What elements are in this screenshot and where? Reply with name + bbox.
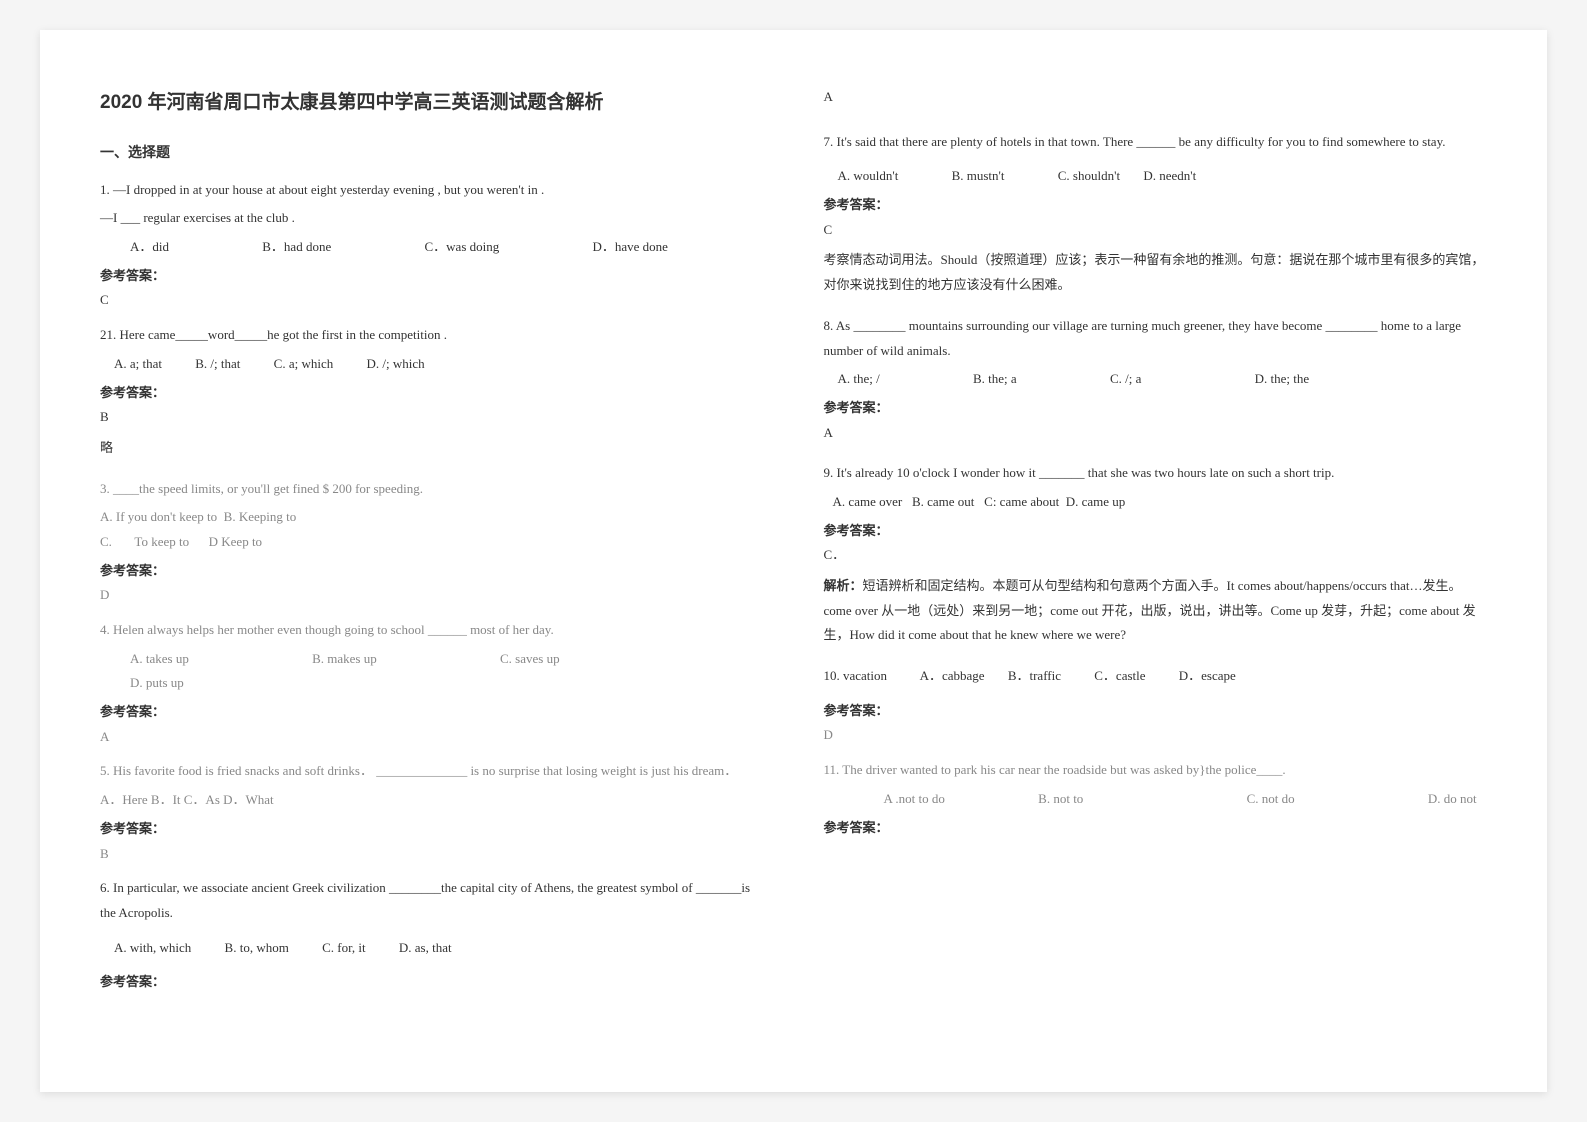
q8-text: 8. As ________ mountains surrounding our…	[824, 314, 1488, 363]
q1-ans: C	[100, 288, 764, 313]
q6-optB: B. to, whom	[225, 936, 289, 961]
q1-options: A．did B．had done C．was doing D．have done	[100, 235, 764, 260]
q4-text: 4. Helen always helps her mother even th…	[100, 618, 764, 643]
q11-optD: D. do not	[1428, 787, 1477, 812]
q7-ans: C	[824, 218, 1488, 243]
q21-optB: B. /; that	[195, 352, 240, 377]
q3-ans: D	[100, 583, 764, 608]
q3-text: 3. ____the speed limits, or you'll get f…	[100, 477, 764, 502]
q4-optC: C. saves up	[500, 647, 560, 672]
q3-ans-label: 参考答案：	[100, 559, 764, 584]
q1-optC: C．was doing	[424, 235, 499, 260]
q8-optB: B. the; a	[973, 367, 1017, 392]
q10-optB: B．traffic	[1008, 668, 1061, 683]
q3-line2: A. If you don't keep to B. Keeping to	[100, 505, 764, 530]
q4-optA: A. takes up	[130, 647, 189, 672]
q8-optD: D. the; the	[1255, 367, 1310, 392]
q21-text: 21. Here came_____word_____he got the fi…	[100, 323, 764, 348]
q21-optC: C. a; which	[274, 352, 334, 377]
question-11: 11. The driver wanted to park his car ne…	[824, 758, 1488, 840]
q9-explain-block: 解析：短语辨析和固定结构。本题可从句型结构和句意两个方面入手。It comes …	[824, 574, 1488, 648]
q4-ans-label: 参考答案：	[100, 700, 764, 725]
q10-optC: C．castle	[1094, 668, 1145, 683]
q11-ans-label: 参考答案：	[824, 816, 1488, 841]
q21-ans-label: 参考答案：	[100, 381, 764, 406]
q4-optD: D. puts up	[130, 671, 184, 696]
q10-ans: D	[824, 723, 1488, 748]
q7-optB: B. mustn't	[952, 164, 1005, 189]
q7-optA: A. wouldn't	[838, 164, 899, 189]
question-10: 10. vacation A．cabbage B．traffic C．castl…	[824, 664, 1488, 748]
q1-ans-label: 参考答案：	[100, 264, 764, 289]
q1-optB: B．had done	[262, 235, 331, 260]
q11-optB: B. not to	[1038, 787, 1083, 812]
q9-opts: A. came over B. came out C: came about D…	[824, 490, 1488, 515]
q8-optC: C. /; a	[1110, 367, 1141, 392]
q21-note: 略	[100, 436, 764, 461]
question-4: 4. Helen always helps her mother even th…	[100, 618, 764, 749]
q4-optB: B. makes up	[312, 647, 377, 672]
q4-options: A. takes up B. makes up C. saves up D. p…	[100, 647, 764, 696]
q7-explain: 考察情态动词用法。Should（按照道理）应该；表示一种留有余地的推测。句意：据…	[824, 248, 1488, 297]
page-wrapper: 2020 年河南省周口市太康县第四中学高三英语测试题含解析 一、选择题 1. —…	[40, 30, 1547, 1092]
q11-optA: A .not to do	[884, 787, 945, 812]
q9-ans-label: 参考答案：	[824, 519, 1488, 544]
question-7: 7. It's said that there are plenty of ho…	[824, 130, 1488, 298]
q6-text: 6. In particular, we associate ancient G…	[100, 876, 764, 925]
q9-explain: 短语辨析和固定结构。本题可从句型结构和句意两个方面入手。It comes abo…	[824, 578, 1476, 642]
q9-text: 9. It's already 10 o'clock I wonder how …	[824, 461, 1488, 486]
q7-optD: D. needn't	[1143, 164, 1196, 189]
question-1: 1. —I dropped in at your house at about …	[100, 178, 764, 313]
question-9: 9. It's already 10 o'clock I wonder how …	[824, 461, 1488, 648]
q6-optC: C. for, it	[322, 936, 366, 961]
q21-ans: B	[100, 405, 764, 430]
q7-optC: C. shouldn't	[1058, 164, 1120, 189]
q6-options: A. with, which B. to, whom C. for, it D.…	[100, 936, 764, 961]
q21-options: A. a; that B. /; that C. a; which D. /; …	[100, 352, 764, 377]
q11-text: 11. The driver wanted to park his car ne…	[824, 758, 1488, 783]
question-6: 6. In particular, we associate ancient G…	[100, 876, 764, 995]
q1-line1: 1. —I dropped in at your house at about …	[100, 178, 764, 203]
question-8: 8. As ________ mountains surrounding our…	[824, 314, 1488, 445]
q21-optA: A. a; that	[114, 352, 162, 377]
q10-text: 10. vacation	[824, 668, 888, 683]
q10-optA: A．cabbage	[920, 668, 985, 683]
q8-options: A. the; / B. the; a C. /; a D. the; the	[824, 367, 1488, 392]
question-3: 3. ____the speed limits, or you'll get f…	[100, 477, 764, 608]
q9-ans: C．	[824, 543, 1488, 568]
q11-optC: C. not do	[1247, 787, 1295, 812]
q1-optD: D．have done	[593, 235, 668, 260]
q6-ans-label: 参考答案：	[100, 970, 764, 995]
q10-ans-label: 参考答案：	[824, 699, 1488, 724]
section-header: 一、选择题	[100, 139, 764, 166]
doc-title: 2020 年河南省周口市太康县第四中学高三英语测试题含解析	[100, 85, 764, 121]
q3-line3: C. To keep to D Keep to	[100, 530, 764, 555]
q6-optA: A. with, which	[114, 936, 191, 961]
q7-options: A. wouldn't B. mustn't C. shouldn't D. n…	[824, 164, 1488, 189]
left-column: 2020 年河南省周口市太康县第四中学高三英语测试题含解析 一、选择题 1. —…	[100, 85, 764, 1052]
q10-optD: D．escape	[1179, 668, 1236, 683]
right-column: A 7. It's said that there are plenty of …	[824, 85, 1488, 1052]
q5-text: 5. His favorite food is fried snacks and…	[100, 759, 764, 784]
q8-optA: A. the; /	[838, 367, 880, 392]
q7-ans-label: 参考答案：	[824, 193, 1488, 218]
question-21: 21. Here came_____word_____he got the fi…	[100, 323, 764, 460]
q8-ans-label: 参考答案：	[824, 396, 1488, 421]
q11-options: A .not to do B. not to C. not do D. do n…	[824, 787, 1488, 812]
q1-line2: —I ___ regular exercises at the club .	[100, 206, 764, 231]
q9-explain-label: 解析：	[824, 578, 863, 593]
q8-ans: A	[824, 421, 1488, 446]
q7-text: 7. It's said that there are plenty of ho…	[824, 130, 1488, 155]
q5-ans: B	[100, 842, 764, 867]
question-5: 5. His favorite food is fried snacks and…	[100, 759, 764, 866]
q5-ans-label: 参考答案：	[100, 817, 764, 842]
q4-ans: A	[100, 725, 764, 750]
q5-opts: A．Here B．It C．As D．What	[100, 788, 764, 813]
q1-optA: A．did	[130, 235, 169, 260]
q10-line: 10. vacation A．cabbage B．traffic C．castl…	[824, 664, 1488, 689]
q6-ans: A	[824, 85, 1488, 110]
q6-optD: D. as, that	[399, 936, 452, 961]
q21-optD: D. /; which	[366, 352, 424, 377]
